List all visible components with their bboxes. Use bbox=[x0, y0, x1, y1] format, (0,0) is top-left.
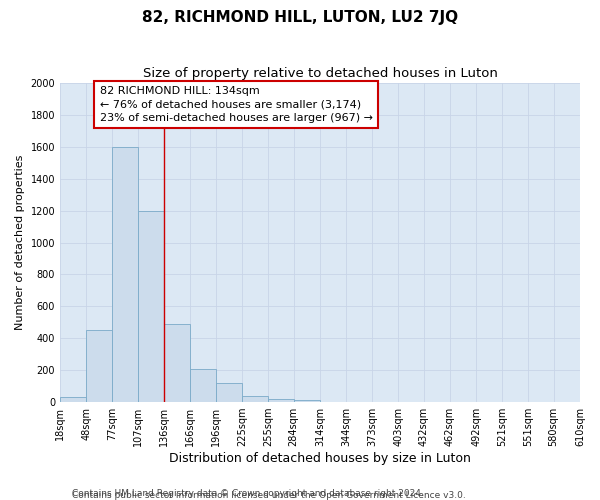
Text: Contains HM Land Registry data © Crown copyright and database right 2024.: Contains HM Land Registry data © Crown c… bbox=[72, 488, 424, 498]
Bar bbox=[217, 383, 242, 402]
Text: Contains public sector information licensed under the Open Government Licence v3: Contains public sector information licen… bbox=[72, 491, 466, 500]
Bar bbox=[293, 400, 320, 402]
Bar bbox=[242, 396, 268, 402]
Text: 82, RICHMOND HILL, LUTON, LU2 7JQ: 82, RICHMOND HILL, LUTON, LU2 7JQ bbox=[142, 10, 458, 25]
Bar bbox=[86, 330, 112, 402]
Bar bbox=[190, 368, 217, 402]
Bar bbox=[60, 398, 86, 402]
Bar bbox=[112, 147, 138, 402]
X-axis label: Distribution of detached houses by size in Luton: Distribution of detached houses by size … bbox=[169, 452, 471, 465]
Bar bbox=[138, 210, 164, 402]
Title: Size of property relative to detached houses in Luton: Size of property relative to detached ho… bbox=[143, 68, 497, 80]
Y-axis label: Number of detached properties: Number of detached properties bbox=[15, 155, 25, 330]
Text: 82 RICHMOND HILL: 134sqm
← 76% of detached houses are smaller (3,174)
23% of sem: 82 RICHMOND HILL: 134sqm ← 76% of detach… bbox=[100, 86, 373, 122]
Bar bbox=[268, 399, 293, 402]
Bar bbox=[164, 324, 190, 402]
